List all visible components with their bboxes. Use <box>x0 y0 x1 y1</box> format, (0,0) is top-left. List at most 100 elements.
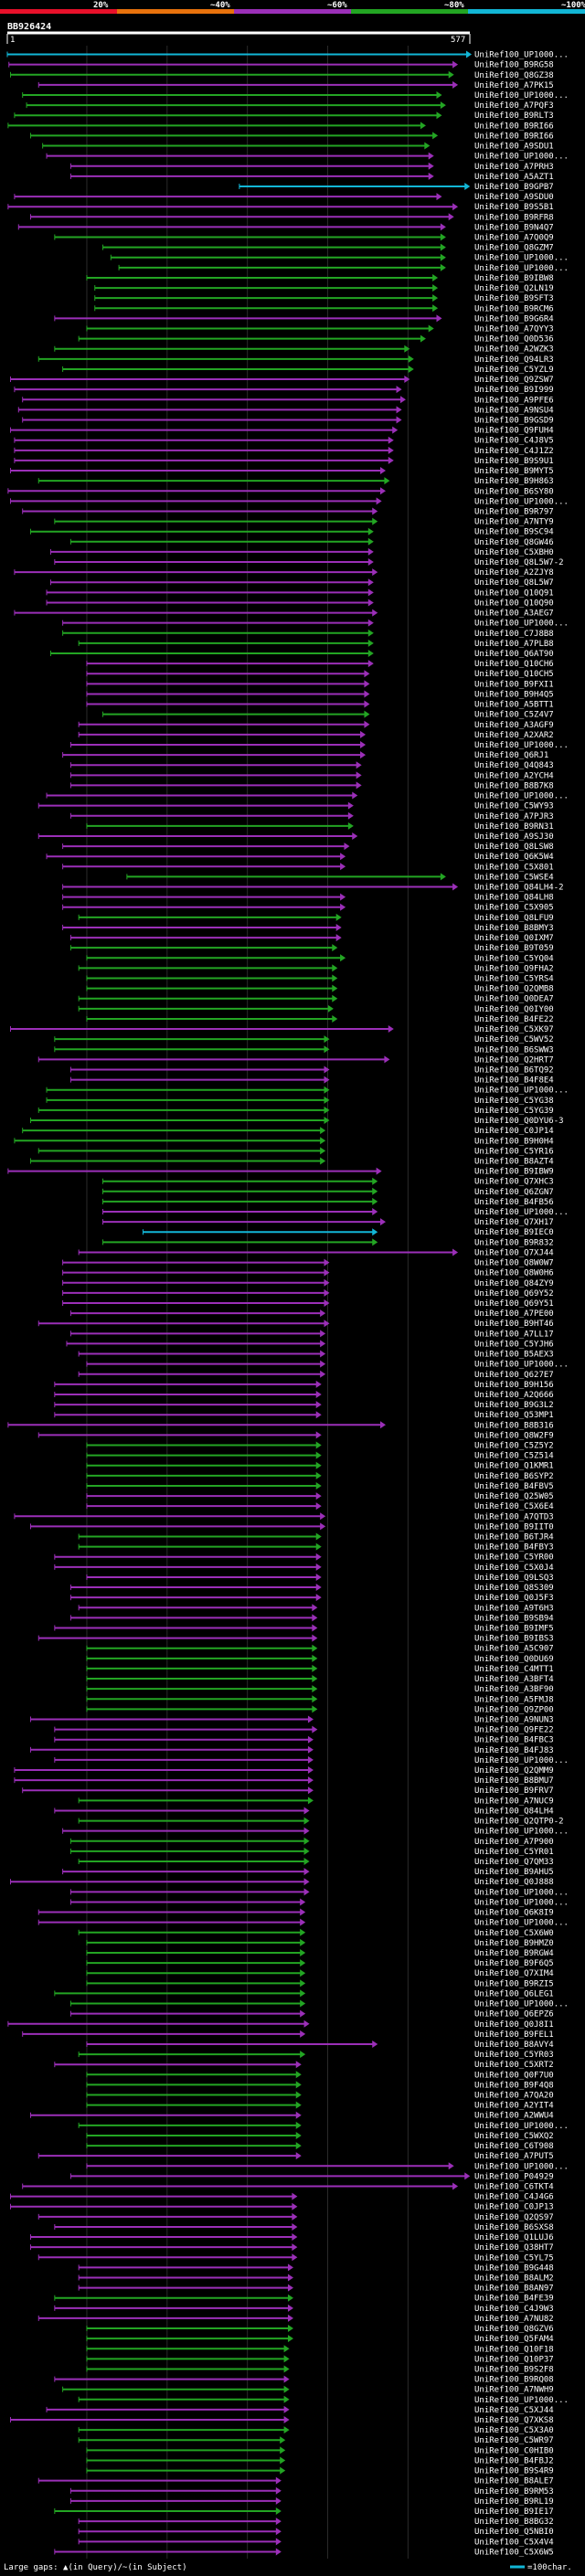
hit-label[interactable]: UniRef100_Q0DEA7 <box>474 995 554 1004</box>
hit-label[interactable]: UniRef100_UP1000... <box>474 620 569 629</box>
hit-label[interactable]: UniRef100_A3BFT4 <box>474 1675 554 1684</box>
hit-label[interactable]: UniRef100_B9H156 <box>474 1381 554 1390</box>
hit-label[interactable]: UniRef100_Q10Q91 <box>474 588 554 598</box>
hit-label[interactable]: UniRef100_A2YCH4 <box>474 771 554 780</box>
hit-label[interactable]: UniRef100_C5YRS4 <box>474 975 554 984</box>
hit-label[interactable]: UniRef100_A7QA20 <box>474 2092 554 2101</box>
hit-label[interactable]: UniRef100_A9NUN3 <box>474 1715 554 1724</box>
hit-label[interactable]: UniRef100_Q9FUH4 <box>474 427 554 436</box>
hit-label[interactable]: UniRef100_B9SFT3 <box>474 294 554 303</box>
hit-label[interactable]: UniRef100_C0JP13 <box>474 2203 554 2212</box>
hit-label[interactable]: UniRef100_C5WY93 <box>474 802 554 811</box>
hit-label[interactable]: UniRef100_C5X0J4 <box>474 1564 554 1573</box>
hit-label[interactable]: UniRef100_B9RL19 <box>474 2497 554 2507</box>
hit-label[interactable]: UniRef100_Q10CH5 <box>474 670 554 679</box>
hit-label[interactable]: UniRef100_B4FE39 <box>474 2295 554 2304</box>
hit-label[interactable]: UniRef100_C5YG39 <box>474 1107 554 1116</box>
hit-label[interactable]: UniRef100_B9IEC0 <box>474 1228 554 1237</box>
hit-label[interactable]: UniRef100_B9GPB7 <box>474 183 554 192</box>
hit-label[interactable]: UniRef100_Q7XIM4 <box>474 1969 554 1978</box>
hit-label[interactable]: UniRef100_B9FXI1 <box>474 680 554 689</box>
hit-label[interactable]: UniRef100_C4J1Z2 <box>474 447 554 456</box>
hit-label[interactable]: UniRef100_C5YZL9 <box>474 366 554 375</box>
hit-label[interactable]: UniRef100_B9G448 <box>474 2263 554 2273</box>
hit-label[interactable]: UniRef100_Q84LH8 <box>474 894 554 903</box>
hit-label[interactable]: UniRef100_Q6RJ1 <box>474 751 548 760</box>
hit-label[interactable]: UniRef100_Q84LH4-2 <box>474 884 564 893</box>
hit-label[interactable]: UniRef100_Q8LFU9 <box>474 914 554 923</box>
hit-label[interactable]: UniRef100_B8AZT4 <box>474 1157 554 1166</box>
hit-label[interactable]: UniRef100_A7PLB8 <box>474 640 554 649</box>
hit-label[interactable]: UniRef100_A7PRH3 <box>474 163 554 172</box>
hit-label[interactable]: UniRef100_B9RG58 <box>474 61 554 70</box>
hit-label[interactable]: UniRef100_A9PFE6 <box>474 396 554 405</box>
hit-label[interactable]: UniRef100_Q9LSQ3 <box>474 1574 554 1583</box>
hit-label[interactable]: UniRef100_A2YIT4 <box>474 2102 554 2111</box>
hit-label[interactable]: UniRef100_A7NTY9 <box>474 518 554 527</box>
hit-label[interactable]: UniRef100_C5YQ04 <box>474 954 554 963</box>
hit-label[interactable]: UniRef100_Q10F18 <box>474 2345 554 2354</box>
hit-label[interactable]: UniRef100_B6TJR4 <box>474 1533 554 1542</box>
hit-label[interactable]: UniRef100_Q8W0W7 <box>474 1259 554 1268</box>
hit-label[interactable]: UniRef100_Q9ZP00 <box>474 1705 554 1714</box>
hit-label[interactable]: UniRef100_Q5FAM4 <box>474 2335 554 2344</box>
hit-label[interactable]: UniRef100_B9RI66 <box>474 132 554 141</box>
hit-label[interactable]: UniRef100_Q0IXM7 <box>474 934 554 943</box>
hit-label[interactable]: UniRef100_B9H0H4 <box>474 1137 554 1146</box>
hit-label[interactable]: UniRef100_UP1000... <box>474 153 569 162</box>
hit-label[interactable]: UniRef100_Q0DYU6-3 <box>474 1117 564 1126</box>
hit-label[interactable]: UniRef100_Q6EPZ6 <box>474 2010 554 2019</box>
hit-label[interactable]: UniRef100_B8B7K8 <box>474 781 554 790</box>
hit-label[interactable]: UniRef100_Q0J888 <box>474 1878 554 1887</box>
hit-label[interactable]: UniRef100_B9SC94 <box>474 528 554 537</box>
hit-label[interactable]: UniRef100_B9RM53 <box>474 2487 554 2496</box>
hit-label[interactable]: UniRef100_UP1000... <box>474 1208 569 1217</box>
hit-label[interactable]: UniRef100_UP1000... <box>474 1361 569 1370</box>
hit-label[interactable]: UniRef100_B9I999 <box>474 386 554 395</box>
hit-label[interactable]: UniRef100_A2WWU4 <box>474 2112 554 2121</box>
hit-label[interactable]: UniRef100_Q6K8I9 <box>474 1909 554 1918</box>
hit-label[interactable]: UniRef100_A2XAR2 <box>474 731 554 740</box>
hit-label[interactable]: UniRef100_Q2LN19 <box>474 284 554 293</box>
hit-label[interactable]: UniRef100_Q8W2F9 <box>474 1431 554 1440</box>
hit-label[interactable]: UniRef100_B9HMZ0 <box>474 1939 554 1948</box>
hit-label[interactable]: UniRef100_A9T6H3 <box>474 1604 554 1613</box>
hit-label[interactable]: UniRef100_A9NSU4 <box>474 406 554 415</box>
hit-label[interactable]: UniRef100_Q7QM33 <box>474 1858 554 1867</box>
hit-label[interactable]: UniRef100_C6TKT4 <box>474 2183 554 2192</box>
hit-label[interactable]: UniRef100_C5X905 <box>474 904 554 913</box>
hit-label[interactable]: UniRef100_Q2QMM9 <box>474 1766 554 1776</box>
hit-label[interactable]: UniRef100_UP1000... <box>474 1756 569 1765</box>
hit-label[interactable]: UniRef100_UP1000... <box>474 1828 569 1837</box>
hit-label[interactable]: UniRef100_B9FEL1 <box>474 2030 554 2040</box>
hit-label[interactable]: UniRef100_Q25W05 <box>474 1492 554 1501</box>
hit-label[interactable]: UniRef100_UP1000... <box>474 2396 569 2405</box>
hit-label[interactable]: UniRef100_Q8W0H6 <box>474 1269 554 1278</box>
hit-label[interactable]: UniRef100_C5YG38 <box>474 1097 554 1106</box>
hit-label[interactable]: UniRef100_B9RQ08 <box>474 2376 554 2385</box>
hit-label[interactable]: UniRef100_Q0IY00 <box>474 1005 554 1014</box>
hit-label[interactable]: UniRef100_Q0J5F3 <box>474 1594 554 1603</box>
hit-label[interactable]: UniRef100_A3AGF9 <box>474 721 554 730</box>
hit-label[interactable]: UniRef100_A9SDU1 <box>474 143 554 152</box>
hit-label[interactable]: UniRef100_A5AZT1 <box>474 173 554 182</box>
hit-label[interactable]: UniRef100_B9SB94 <box>474 1614 554 1623</box>
hit-label[interactable]: UniRef100_B9T059 <box>474 944 554 953</box>
hit-label[interactable]: UniRef100_C5XK97 <box>474 1025 554 1034</box>
hit-label[interactable]: UniRef100_A9SDU0 <box>474 193 554 202</box>
hit-label[interactable]: UniRef100_Q10P37 <box>474 2355 554 2364</box>
hit-label[interactable]: UniRef100_C5XRT2 <box>474 2061 554 2070</box>
hit-label[interactable]: UniRef100_A7QYY3 <box>474 325 554 334</box>
hit-label[interactable]: UniRef100_Q10CH6 <box>474 660 554 669</box>
hit-label[interactable]: UniRef100_C5Z5Y2 <box>474 1442 554 1451</box>
hit-label[interactable]: UniRef100_C5X6W0 <box>474 1929 554 1938</box>
hit-label[interactable]: UniRef100_UP1000... <box>474 1898 569 1907</box>
hit-label[interactable]: UniRef100_A2WZK3 <box>474 345 554 355</box>
hit-label[interactable]: UniRef100_B9S5B1 <box>474 203 554 212</box>
hit-label[interactable]: UniRef100_B9S4R9 <box>474 2467 554 2476</box>
hit-label[interactable]: UniRef100_B6SXS8 <box>474 2223 554 2232</box>
hit-label[interactable]: UniRef100_A7P900 <box>474 1838 554 1847</box>
hit-label[interactable]: UniRef100_B4FB56 <box>474 1198 554 1207</box>
hit-label[interactable]: UniRef100_Q6K5W4 <box>474 853 554 862</box>
hit-label[interactable]: UniRef100_A7Q0Q9 <box>474 234 554 243</box>
